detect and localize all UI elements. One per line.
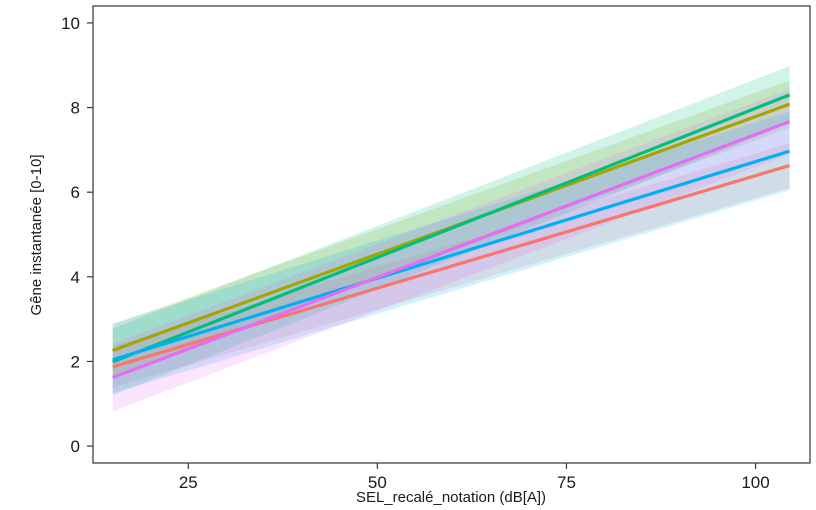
regression-line-3 [112, 93, 791, 364]
confidence-band-4 [112, 111, 790, 394]
plot-panel-background [93, 6, 810, 463]
regression-line-4 [112, 149, 791, 362]
x-tick-label-25: 25 [179, 473, 198, 492]
y-axis-ticks: 0 2 4 6 8 10 [61, 14, 93, 456]
plot-panel-border [92, 5, 811, 464]
y-tick-label-0: 0 [71, 437, 80, 456]
y-tick-label-4: 4 [71, 268, 80, 287]
x-tick-label-75: 75 [557, 473, 576, 492]
regression-line-5 [112, 120, 791, 380]
y-tick-label-6: 6 [71, 183, 80, 202]
x-tick-label-50: 50 [368, 473, 387, 492]
x-axis-ticks: 25 50 75 100 [179, 463, 770, 492]
x-axis-title: SEL_recalé_notation (dB[A]) [356, 489, 546, 506]
x-tick-label-100: 100 [741, 473, 769, 492]
y-tick-label-2: 2 [71, 352, 80, 371]
y-tick-label-10: 10 [61, 14, 80, 33]
y-tick-label-8: 8 [71, 99, 80, 118]
series-lines [112, 93, 791, 380]
y-axis-title: Gêne instantanée [0-10] [28, 155, 45, 316]
